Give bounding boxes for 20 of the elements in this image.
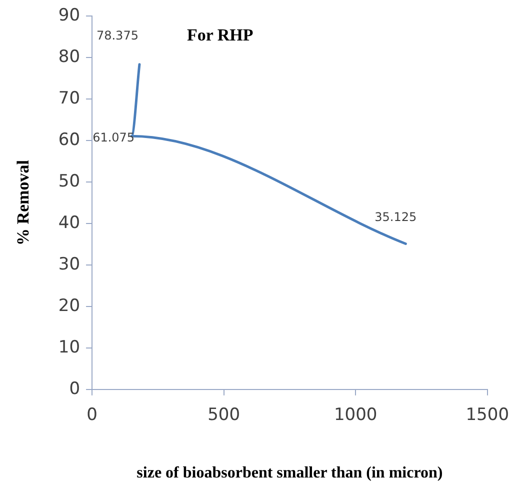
y-tick-label: 10 (58, 337, 80, 358)
y-tick-label: 80 (58, 47, 80, 68)
x-tick-label: 500 (208, 405, 240, 426)
y-tick-label: 20 (58, 296, 80, 316)
y-tick-label: 30 (58, 254, 80, 274)
data-label: 61.075 (92, 130, 135, 144)
y-tick-label: 70 (58, 88, 80, 109)
x-tick-label: 1000 (334, 405, 378, 426)
data-label: 78.375 (96, 28, 138, 43)
x-tick-label: 1500 (466, 405, 509, 426)
x-axis-title: size of bioabsorbent smaller than (in micron) (136, 464, 443, 482)
text: For RHP (187, 26, 254, 45)
y-axis-title: % Removal (14, 160, 33, 246)
y-tick-label: 90 (58, 6, 80, 26)
y-tick-label: 40 (58, 212, 80, 233)
y-tick-label: 60 (58, 130, 80, 150)
y-tick-label: 0 (69, 378, 80, 399)
data-label: 35.125 (374, 210, 417, 224)
x-tick-label: 0 (86, 405, 98, 426)
y-tick-label: 50 (58, 171, 80, 192)
